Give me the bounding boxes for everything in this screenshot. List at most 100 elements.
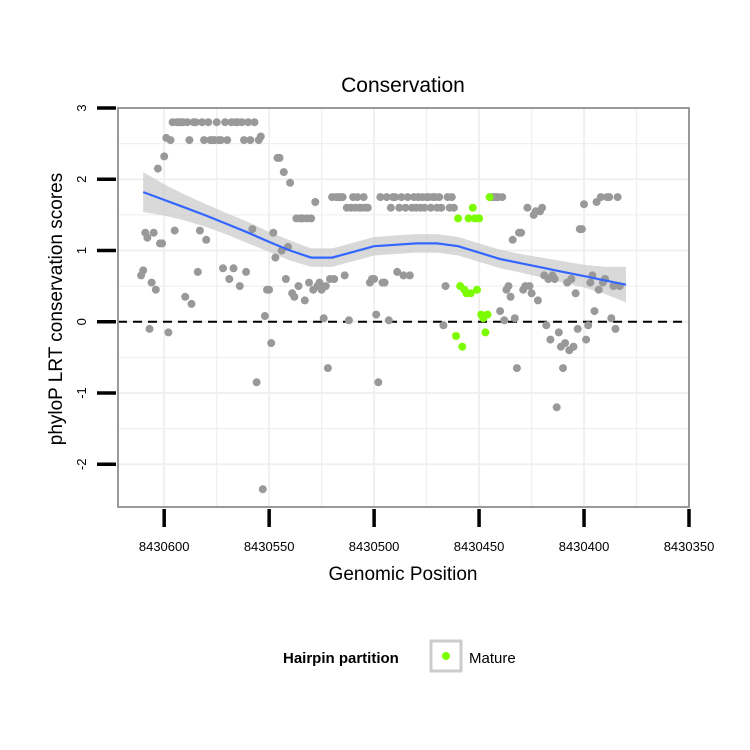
hairpin-point bbox=[252, 378, 261, 387]
hairpin-point bbox=[281, 275, 290, 283]
hairpin-point bbox=[187, 299, 196, 308]
hairpin-point bbox=[508, 235, 517, 244]
y-tick-label: -1 bbox=[74, 387, 89, 399]
hairpin-point bbox=[237, 118, 246, 127]
hairpin-point bbox=[590, 307, 599, 316]
hairpin-point bbox=[300, 296, 309, 305]
hairpin-point bbox=[561, 339, 570, 348]
y-tick-label: 1 bbox=[74, 247, 89, 254]
x-tick-label: 8430600 bbox=[139, 539, 190, 554]
hairpin-point bbox=[323, 364, 332, 373]
hairpin-point bbox=[525, 282, 534, 291]
ribbon-band bbox=[143, 172, 626, 303]
hairpin-point bbox=[586, 278, 595, 287]
hairpin-point bbox=[149, 228, 158, 237]
hairpin-point bbox=[538, 203, 547, 212]
hairpin-point bbox=[580, 200, 588, 209]
smooth-line bbox=[142, 191, 627, 286]
hairpin-point bbox=[554, 328, 563, 337]
hairpin-point bbox=[496, 307, 505, 316]
hairpin-point bbox=[391, 193, 400, 202]
hairpin-point bbox=[582, 335, 591, 344]
hairpin-point bbox=[271, 253, 280, 262]
hairpin-point bbox=[546, 335, 555, 344]
mature-point bbox=[458, 342, 467, 351]
hairpin-point bbox=[584, 321, 593, 330]
hairpin-point bbox=[397, 193, 406, 202]
hairpin-point bbox=[393, 267, 402, 276]
grid-lines bbox=[118, 107, 690, 507]
hairpin-point bbox=[256, 132, 265, 141]
hairpin-point bbox=[533, 296, 542, 305]
hairpin-point bbox=[307, 214, 316, 223]
hairpin-point bbox=[607, 314, 616, 323]
hairpin-point bbox=[577, 225, 586, 234]
smooth-path bbox=[142, 191, 627, 286]
hairpin-point bbox=[363, 203, 372, 212]
hairpin-point bbox=[523, 203, 532, 212]
hairpin-point bbox=[401, 203, 410, 212]
hairpin-point bbox=[405, 271, 414, 280]
hairpin-point bbox=[506, 292, 515, 301]
hairpin-point bbox=[185, 136, 194, 145]
hairpin-point bbox=[216, 136, 225, 145]
hairpin-point bbox=[359, 193, 368, 202]
hairpin-point bbox=[613, 193, 622, 202]
hairpin-point bbox=[221, 118, 230, 127]
hairpin-point bbox=[183, 118, 192, 127]
hairpin-point bbox=[447, 193, 456, 202]
hairpin-point bbox=[265, 285, 274, 294]
hairpin-point bbox=[559, 364, 567, 373]
hairpin-point bbox=[153, 164, 162, 173]
mature-point bbox=[483, 310, 492, 319]
x-tick-label: 8430400 bbox=[559, 539, 610, 554]
hairpin-point bbox=[611, 324, 620, 333]
hairpin-point bbox=[372, 310, 381, 319]
hairpin-point bbox=[449, 203, 458, 212]
legend-entry-mature: Mature bbox=[469, 650, 516, 667]
mature-point bbox=[454, 214, 463, 223]
hairpin-point bbox=[286, 178, 295, 187]
hairpin-point bbox=[170, 226, 179, 235]
hairpin-point bbox=[225, 275, 234, 283]
hairpin-point bbox=[250, 118, 259, 127]
hairpin-point bbox=[344, 316, 353, 325]
hairpin-point bbox=[279, 168, 288, 177]
hairpin-point bbox=[380, 278, 389, 287]
x-tick-label: 8430550 bbox=[244, 539, 295, 554]
hairpin-point bbox=[145, 324, 154, 333]
hairpin-point bbox=[290, 292, 299, 301]
hairpin-point bbox=[240, 136, 248, 145]
hairpin-point bbox=[382, 193, 391, 202]
hairpin-point bbox=[552, 403, 561, 412]
hairpin-point bbox=[384, 316, 393, 325]
mature-point bbox=[466, 289, 475, 298]
hairpin-point bbox=[550, 275, 559, 283]
legend-key-mature bbox=[442, 652, 450, 660]
panel-border bbox=[117, 107, 690, 508]
hairpin-point bbox=[164, 328, 173, 337]
hairpin-point bbox=[435, 193, 444, 202]
hairpin-point bbox=[275, 153, 284, 162]
hairpin-point bbox=[504, 282, 513, 291]
hairpin-point bbox=[527, 289, 536, 298]
hairpin-point bbox=[439, 321, 448, 330]
hairpin-point bbox=[330, 275, 339, 283]
hairpin-point bbox=[498, 193, 507, 202]
hairpin-point bbox=[319, 314, 328, 323]
hairpin-point bbox=[569, 342, 578, 351]
x-tick-label: 8430500 bbox=[349, 539, 400, 554]
hairpin-point bbox=[510, 314, 519, 323]
hairpin-point bbox=[139, 266, 148, 275]
hairpin-point bbox=[315, 278, 324, 287]
hairpin-point bbox=[202, 235, 211, 244]
hairpin-point bbox=[403, 193, 412, 202]
y-axis-label: phyloP LRT conservation scores bbox=[46, 173, 67, 446]
hairpin-point bbox=[269, 228, 278, 237]
y-tick-label: 2 bbox=[74, 176, 89, 183]
hairpin-point bbox=[437, 203, 446, 212]
hairpin-point bbox=[198, 118, 206, 127]
mature-point bbox=[485, 193, 494, 202]
hairpin-point bbox=[195, 226, 204, 235]
hairpin-point bbox=[181, 292, 190, 301]
